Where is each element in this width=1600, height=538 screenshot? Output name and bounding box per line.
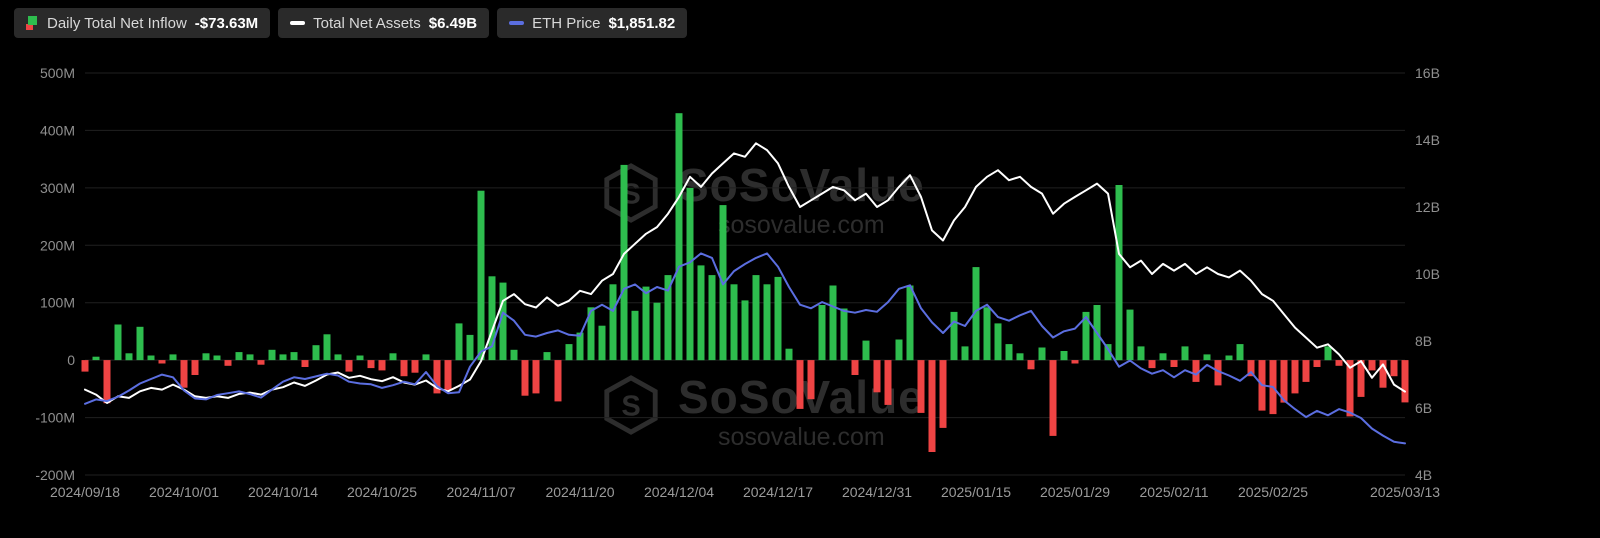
watermark-text: SoSoValue sosovalue.com: [678, 160, 925, 240]
svg-text:2024/10/14: 2024/10/14: [248, 484, 318, 500]
svg-text:2025/01/29: 2025/01/29: [1040, 484, 1110, 500]
svg-text:2024/09/18: 2024/09/18: [50, 484, 120, 500]
svg-text:-200M: -200M: [35, 467, 75, 483]
svg-text:-100M: -100M: [35, 410, 75, 426]
legend-item-eth-price[interactable]: ETH Price $1,851.82: [497, 8, 688, 38]
svg-text:0: 0: [67, 352, 75, 368]
eth-price-line: [84, 252, 1406, 445]
legend-item-total-net-assets[interactable]: Total Net Assets $6.49B: [278, 8, 490, 38]
legend-value: $1,851.82: [608, 14, 676, 32]
sosovalue-logo-icon: S: [604, 375, 658, 435]
svg-text:2024/12/17: 2024/12/17: [743, 484, 813, 500]
svg-text:14B: 14B: [1415, 132, 1440, 148]
svg-text:2025/02/25: 2025/02/25: [1238, 484, 1308, 500]
legend-label: Daily Total Net Inflow: [47, 14, 187, 32]
svg-text:2024/11/20: 2024/11/20: [545, 484, 614, 500]
legend-label: ETH Price: [532, 14, 601, 32]
svg-text:2024/10/01: 2024/10/01: [149, 484, 219, 500]
svg-text:2024/12/31: 2024/12/31: [842, 484, 912, 500]
svg-text:100M: 100M: [40, 295, 75, 311]
left-axis-labels: 500M 400M 300M 200M 100M 0 -100M -200M: [35, 65, 75, 483]
inflow-bars: [81, 113, 1409, 452]
svg-text:400M: 400M: [40, 122, 75, 138]
svg-text:8B: 8B: [1415, 333, 1432, 349]
svg-text:2025/02/11: 2025/02/11: [1139, 484, 1208, 500]
svg-text:2025/01/15: 2025/01/15: [941, 484, 1011, 500]
svg-text:2024/10/25: 2024/10/25: [347, 484, 417, 500]
svg-text:2024/12/04: 2024/12/04: [644, 484, 714, 500]
blue-dash-icon: [509, 21, 525, 25]
legend-item-daily-net-inflow[interactable]: Daily Total Net Inflow -$73.63M: [14, 8, 271, 38]
svg-text:500M: 500M: [40, 65, 75, 81]
watermark-domain: sosovalue.com: [718, 422, 885, 451]
right-axis-labels: 16B 14B 12B 10B 8B 6B 4B: [1415, 65, 1440, 483]
svg-text:10B: 10B: [1415, 266, 1440, 282]
chart-gridlines: [85, 72, 1405, 476]
chart-legend: Daily Total Net Inflow -$73.63M Total Ne…: [14, 8, 688, 38]
svg-text:200M: 200M: [40, 237, 75, 253]
svg-text:2024/11/07: 2024/11/07: [446, 484, 515, 500]
legend-value: -$73.63M: [194, 14, 259, 32]
white-dash-icon: [290, 21, 306, 25]
svg-text:4B: 4B: [1415, 467, 1432, 483]
x-axis-labels: 2024/09/18 2024/10/01 2024/10/14 2024/10/25…: [50, 484, 1440, 500]
legend-label: Total Net Assets: [313, 14, 421, 32]
legend-value: $6.49B: [428, 14, 478, 32]
svg-text:S: S: [621, 391, 640, 423]
watermark-domain: sosovalue.com: [718, 210, 885, 239]
watermark-sosovalue-upper: S SoSoValue sosovalue.com: [600, 160, 925, 240]
svg-text:2025/03/13: 2025/03/13: [1370, 484, 1440, 500]
inflow-bars-icon: [26, 16, 39, 30]
svg-text:6B: 6B: [1415, 400, 1432, 416]
svg-text:16B: 16B: [1415, 65, 1440, 81]
svg-text:12B: 12B: [1415, 199, 1440, 215]
svg-text:300M: 300M: [40, 180, 75, 196]
net-assets-line: [84, 142, 1406, 404]
